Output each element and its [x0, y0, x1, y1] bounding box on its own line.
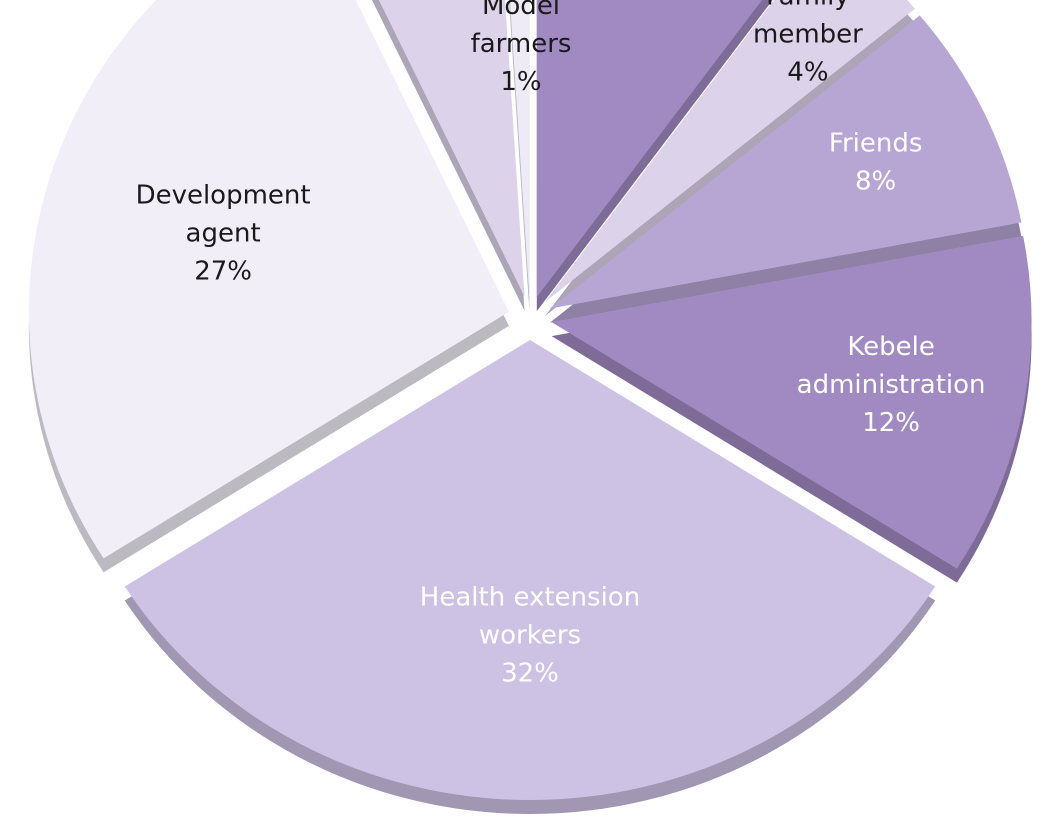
slice-label-kebele-administration: Kebele administration 12% [797, 332, 986, 438]
slice-label-family-member: Family member 4% [753, 0, 863, 88]
slice-category-label: Health extension [420, 582, 640, 612]
slice-category-label: farmers [471, 29, 572, 59]
slice-label-friends: Friends 8% [829, 129, 923, 197]
slice-label-model-farmers: Model farmers 1% [471, 0, 572, 97]
pie-slice-labels: Husband10%Familymember4%Friends8%Kebelea… [136, 0, 986, 688]
pie-slice-model-farmers [509, 0, 530, 297]
slice-category-label: workers [479, 620, 581, 650]
slice-value-label: 1% [500, 67, 541, 97]
slice-label-development-agent: Development agent 27% [136, 180, 311, 286]
pie-slice-kebele-administration [551, 235, 1032, 569]
pie-slice-friends [549, 15, 1022, 309]
pie-slice-health-extension-workers [124, 340, 936, 800]
slice-category-label: Development [136, 180, 311, 210]
slice-label-health-extension-workers: Health extension workers 32% [420, 582, 640, 688]
slice-value-label: 8% [855, 167, 896, 197]
slice-category-label: administration [797, 370, 986, 400]
pie-slice-family-member [545, 0, 915, 302]
slice-category-label: Friends [829, 129, 923, 159]
slice-category-label: agent [186, 218, 261, 248]
pie-slice-husband [536, 0, 763, 298]
slice-value-label: 32% [501, 658, 559, 688]
slice-category-label: Kebele [847, 332, 934, 362]
slice-category-label: Model [482, 0, 560, 21]
pie-slice-development-agent [28, 0, 509, 559]
slice-value-label: 12% [862, 408, 920, 438]
slice-category-label: member [753, 20, 863, 50]
slice-value-label: 4% [787, 58, 828, 88]
pie-slice-tops [28, 0, 1032, 800]
slice-value-label: 27% [194, 256, 252, 286]
pie-slice-mass-media [378, 0, 525, 297]
slice-category-label: Family [766, 0, 850, 12]
